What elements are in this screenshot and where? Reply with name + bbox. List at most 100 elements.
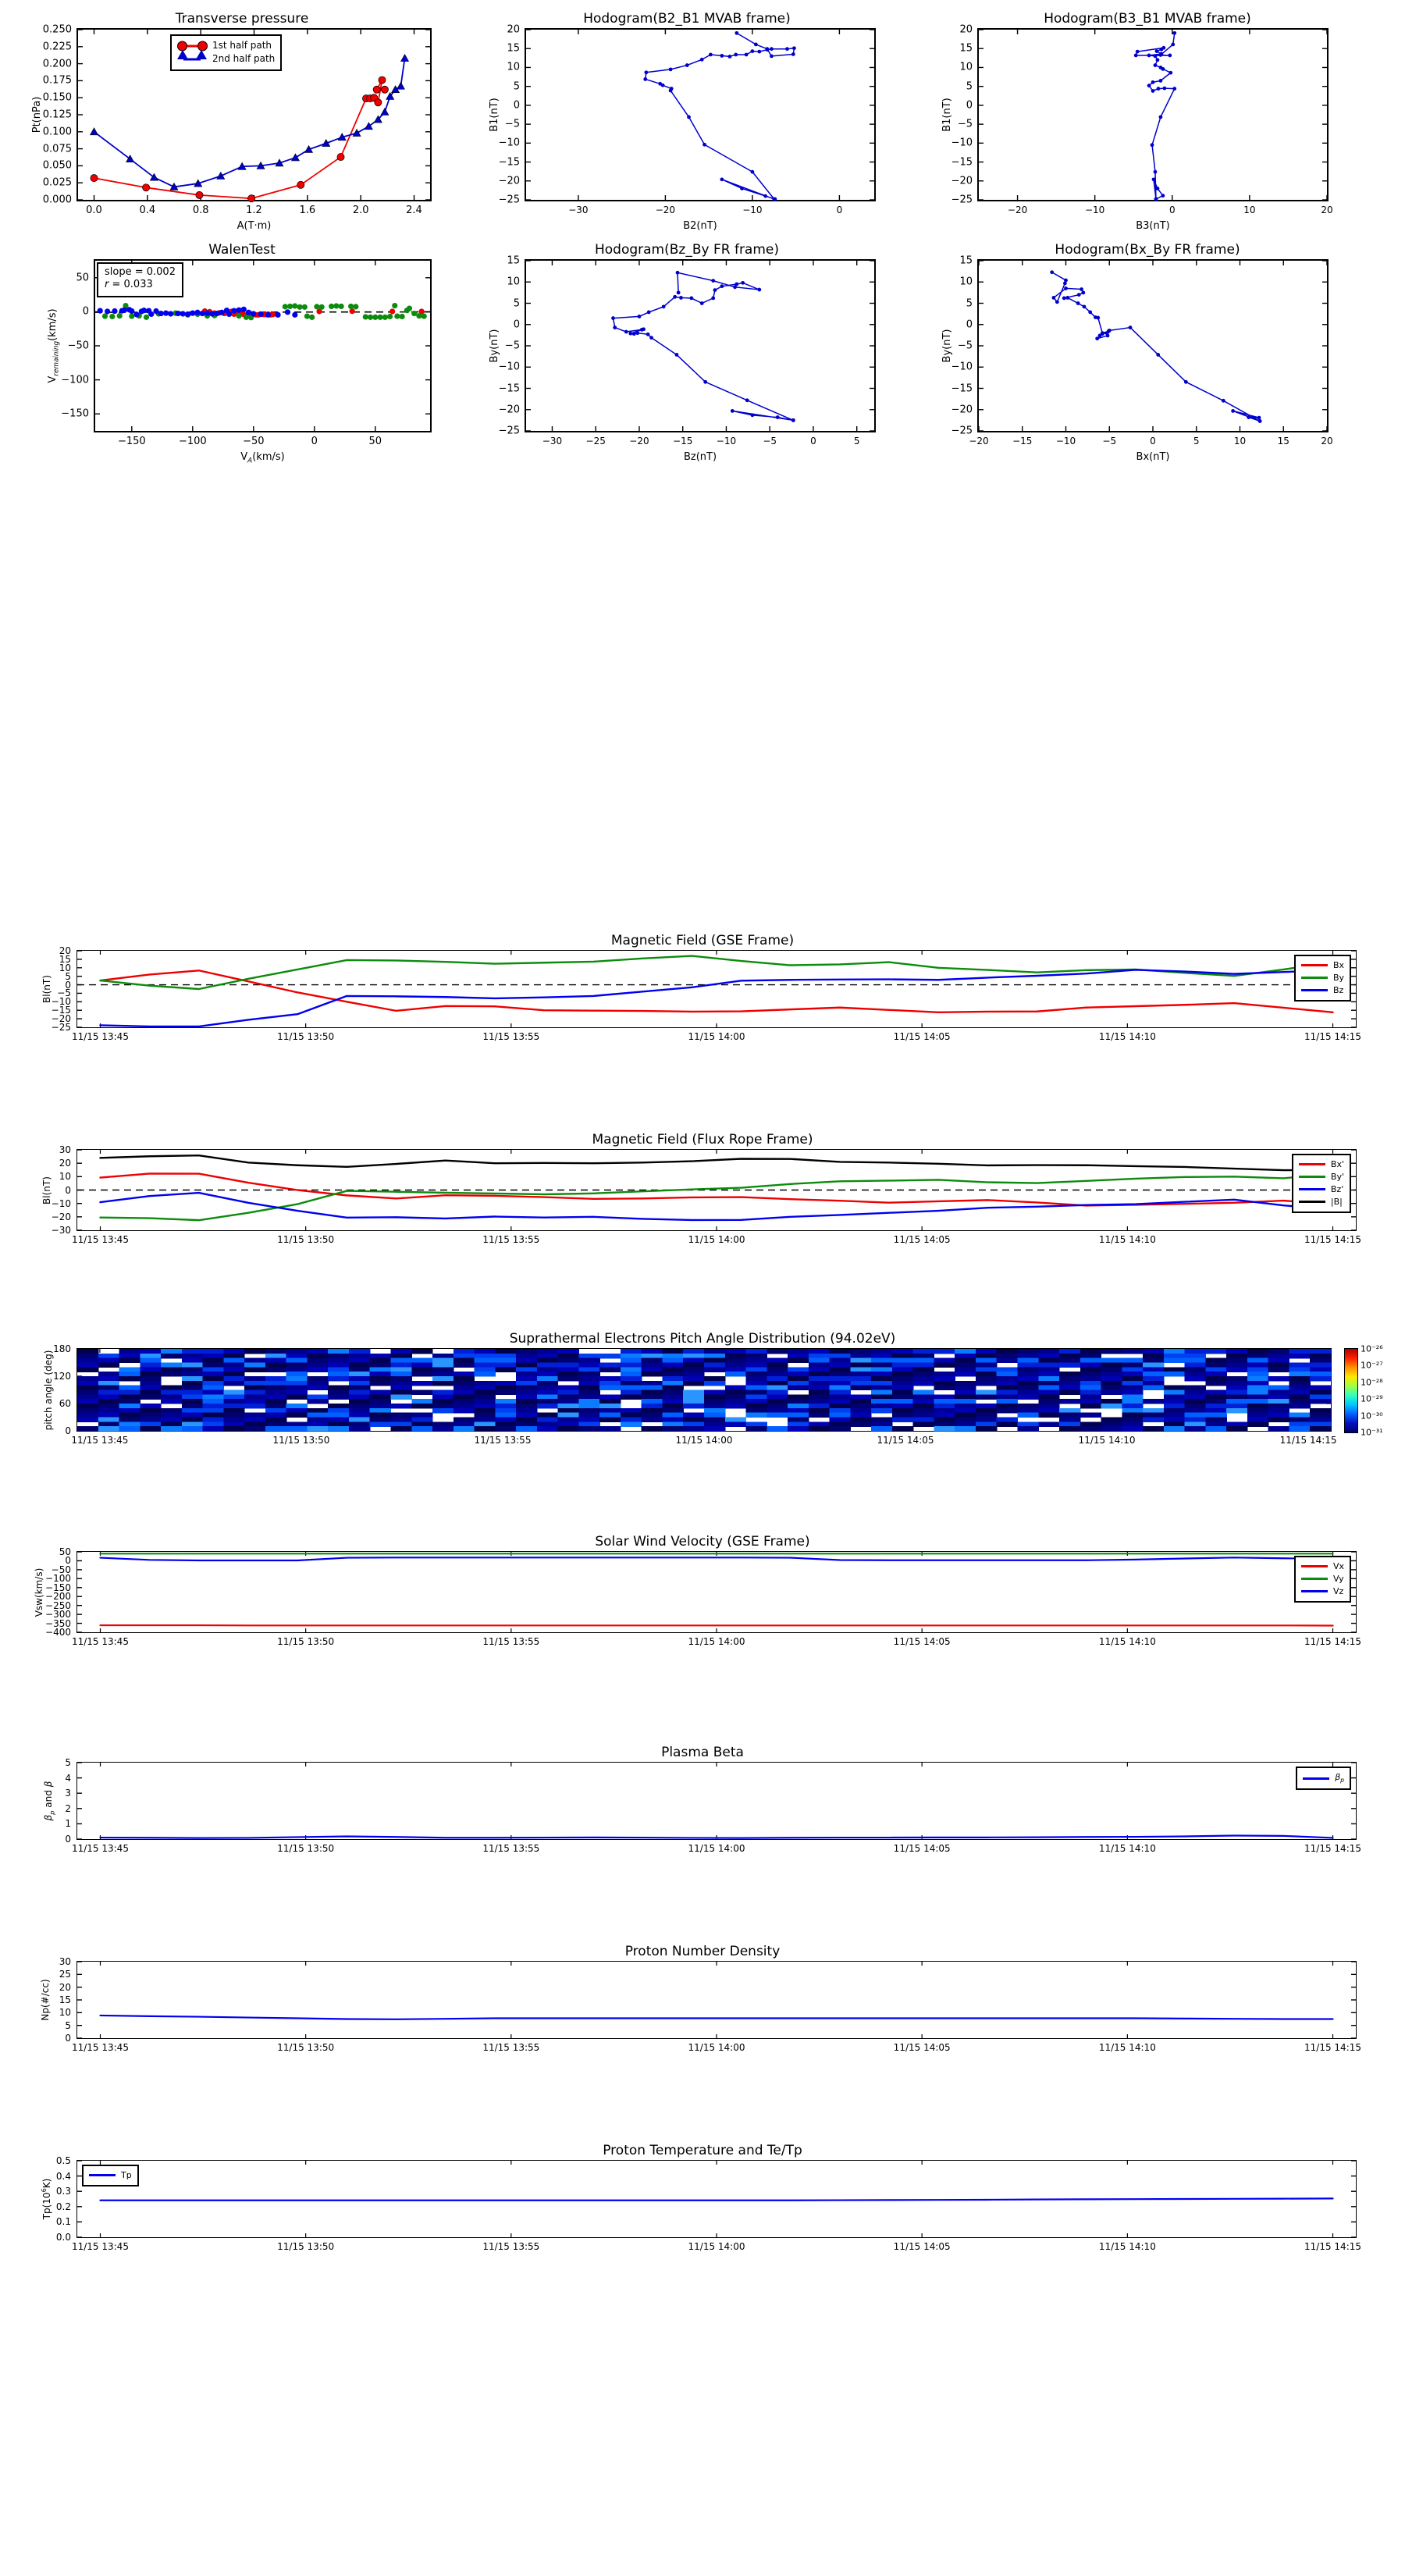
legend-item: By xyxy=(1300,972,1344,984)
y-tick-label: 4 xyxy=(65,1772,71,1784)
plot-area-plasma-beta: 0 1 2 3 4 5 11/15 13:45 11/15 13:50 11/15 13:55 1… xyxy=(43,1758,1361,1853)
legend: Tp xyxy=(82,2165,139,2186)
x-axis-label: Bx(nT) xyxy=(1136,451,1170,463)
y-tick-label: 0.050 xyxy=(42,159,72,172)
legend-label: 1st half path xyxy=(212,40,272,51)
y-tick-label: 5 xyxy=(966,297,973,309)
panel-title: Magnetic Field (Flux Rope Frame) xyxy=(592,1132,813,1147)
legend-item: Bz xyxy=(1300,984,1344,997)
x-tick-label: 0 xyxy=(1168,205,1176,215)
x-tick-label-time: 11/15 13:55 xyxy=(482,2241,540,2252)
x-tick-label-time: 11/15 14:15 xyxy=(1304,1636,1362,1647)
x-tick-label: −30 xyxy=(568,205,589,215)
x-tick-label-time: 11/15 14:00 xyxy=(688,1636,745,1647)
y-tick-label: 0 xyxy=(65,1184,71,1196)
legend-label: Bz xyxy=(1332,984,1344,995)
y-tick-label: 180 xyxy=(53,1343,71,1354)
plot-area-hodogram-b2-b1: −25 −20 −15 −10 −5 0 5 10 15 20 −30 −20 −10 0 B1(nT) B2… xyxy=(489,25,876,232)
x-axis-label: B2(nT) xyxy=(683,220,717,232)
x-tick-label-time: 11/15 13:45 xyxy=(71,1234,129,1245)
x-tick-label-time: 11/15 14:00 xyxy=(675,1435,733,1446)
x-axis-label: VA(km/s) xyxy=(240,451,285,465)
plot-area-hodogram-bx-by: −25 −20 −15 −10 −5 0 5 10 15 −20 −15 −10 −5 0 5 10 15 20 B… xyxy=(941,256,1333,464)
y-tick-label: −250 xyxy=(45,1599,71,1611)
x-tick-label-time: 11/15 13:50 xyxy=(277,2241,335,2252)
x-tick-label-time: 11/15 14:00 xyxy=(688,1234,745,1245)
x-tick-label: 0 xyxy=(810,436,816,447)
y-tick-label: −50 xyxy=(51,1564,71,1575)
legend-item: Vy xyxy=(1300,1573,1344,1585)
y-tick-label: 0 xyxy=(65,1834,71,1845)
x-tick-label: 10 xyxy=(1243,205,1256,215)
x-tick-label-time: 11/15 13:55 xyxy=(482,1636,540,1647)
y-tick-label: −10 xyxy=(51,996,71,1008)
x-tick-label-time: 11/15 13:50 xyxy=(277,1843,335,1854)
x-tick-label: −5 xyxy=(1102,436,1117,447)
x-tick-label: 50 xyxy=(368,436,382,447)
y-tick-label: 10 xyxy=(59,962,71,973)
y-tick-label: −25 xyxy=(498,425,520,437)
y-tick-label: 5 xyxy=(966,80,973,93)
x-tick-label: 0 xyxy=(836,205,843,215)
x-tick-label-time: 11/15 14:05 xyxy=(877,1435,934,1446)
y-tick-label: −100 xyxy=(45,1573,71,1585)
legend-label: Bz' xyxy=(1330,1183,1344,1194)
x-axis-label: A(T·m) xyxy=(237,220,272,232)
x-tick-label: 2.4 xyxy=(406,205,422,216)
y-tick-label: 120 xyxy=(53,1371,71,1382)
y-tick-label: −150 xyxy=(61,407,89,420)
panel-title: Suprathermal Electrons Pitch Angle Distr… xyxy=(509,1331,896,1347)
y-tick-label: 5 xyxy=(65,1757,71,1768)
x-tick-label-time: 11/15 14:05 xyxy=(893,1636,951,1647)
x-tick-label: −20 xyxy=(969,436,989,447)
colorbar-pitch-angle: 10⁻²⁶ 10⁻²⁷ 10⁻²⁸ 10⁻²⁹ 10⁻³⁰ 10⁻³¹ xyxy=(1344,1344,1383,1438)
legend-item: Bx xyxy=(1300,959,1344,972)
legend-color-key xyxy=(1298,1201,1325,1204)
legend-label: Vx xyxy=(1332,1561,1344,1571)
y-tick-label: 2 xyxy=(65,1802,71,1814)
legend-label: |B| xyxy=(1330,1196,1343,1207)
y-tick-label: 10 xyxy=(507,61,520,73)
y-axis-label: Bl(nT) xyxy=(41,975,52,1003)
legend-item: By' xyxy=(1298,1171,1344,1183)
y-tick-label: −30 xyxy=(51,1225,71,1236)
y-tick-label: 0.125 xyxy=(42,109,72,121)
y-tick-label: −10 xyxy=(951,361,973,373)
x-tick-label: 1.6 xyxy=(299,205,316,216)
y-tick-label: −15 xyxy=(951,382,973,394)
x-tick-label-time: 11/15 14:15 xyxy=(1304,1843,1362,1854)
plot-area-transverse-pressure: 0.000 0.025 0.050 0.075 0.100 0.125 0.150 0.175… xyxy=(31,25,432,232)
y-tick-label: −5 xyxy=(957,118,973,130)
y-tick-label: 0.250 xyxy=(42,23,72,36)
legend-item: |B| xyxy=(1298,1196,1344,1208)
panel-proton-temperature: Proton Temperature and Te/Tp 0.0 0.1 0.2 0.… xyxy=(23,2143,1382,2260)
y-axis-label: Pt(nPa) xyxy=(31,96,43,133)
panel-hodogram-bx-by: Hodogram(Bx_By FR frame) −25 −20 −15 −10 −5 0… xyxy=(921,242,1374,464)
legend-label: Vz xyxy=(1332,1585,1344,1596)
slope-value: slope = 0.002 xyxy=(105,266,176,278)
x-tick-label-time: 11/15 13:50 xyxy=(277,2042,335,2053)
x-tick-label-time: 11/15 13:50 xyxy=(272,1435,330,1446)
x-tick-label-time: 11/15 13:55 xyxy=(474,1435,532,1446)
y-tick-label: 0.200 xyxy=(42,58,72,70)
x-tick-label-time: 11/15 13:55 xyxy=(482,2042,540,2053)
x-tick-label: 5 xyxy=(1193,436,1200,447)
x-tick-label-time: 11/15 14:10 xyxy=(1098,1843,1156,1854)
y-tick-label: 0.5 xyxy=(55,2155,71,2166)
panel-title: Hodogram(Bz_By FR frame) xyxy=(594,242,780,258)
y-tick-label: −5 xyxy=(504,118,520,130)
y-tick-label: 60 xyxy=(59,1398,71,1409)
y-tick-label: −20 xyxy=(951,404,973,416)
y-tick-label: 20 xyxy=(59,1981,71,1993)
legend-item: 1st half path xyxy=(177,39,275,52)
panel-title: Hodogram(B3_B1 MVAB frame) xyxy=(1044,11,1251,27)
x-tick-label: 20 xyxy=(1321,205,1333,215)
x-tick-label-time: 11/15 14:05 xyxy=(893,1843,951,1854)
y-tick-label: −350 xyxy=(45,1617,71,1629)
y-tick-label: 0.225 xyxy=(42,41,72,53)
x-tick-label: −15 xyxy=(673,436,693,447)
y-tick-label: 0 xyxy=(513,318,520,331)
colorbar-tick-label: 10⁻³⁰ xyxy=(1361,1411,1383,1421)
triangle-marker-icon xyxy=(177,50,207,65)
x-tick-label-time: 11/15 14:00 xyxy=(688,2241,745,2252)
